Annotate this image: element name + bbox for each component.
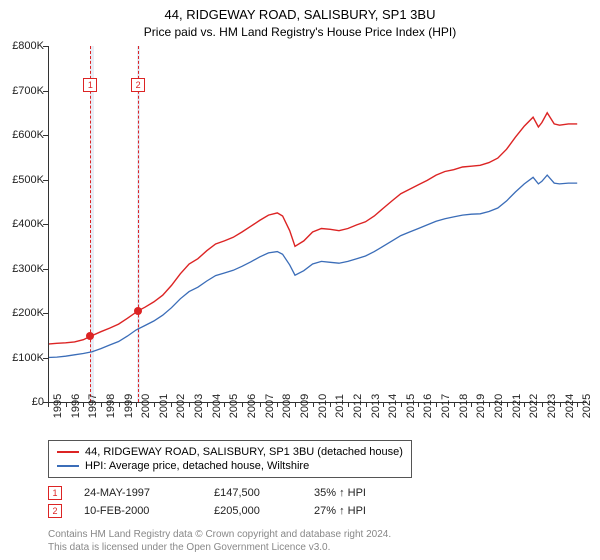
xtick-label: 2013 xyxy=(370,394,382,418)
xtick-label: 2006 xyxy=(246,394,258,418)
sales-row: 1 24-MAY-1997£147,50035% ↑ HPI xyxy=(48,484,404,502)
chart-title: 44, RIDGEWAY ROAD, SALISBURY, SP1 3BU xyxy=(0,0,600,24)
xtick-label: 2023 xyxy=(546,394,558,418)
sales-row-price: £205,000 xyxy=(214,505,314,517)
xtick-label: 2010 xyxy=(317,394,329,418)
xtick-label: 2001 xyxy=(158,394,170,418)
xtick-label: 2002 xyxy=(175,394,187,418)
xtick-mark xyxy=(136,402,137,407)
xtick-label: 2009 xyxy=(299,394,311,418)
xtick-label: 1999 xyxy=(123,394,135,418)
xtick-mark xyxy=(83,402,84,407)
xtick-label: 2022 xyxy=(528,394,540,418)
xtick-mark xyxy=(260,402,261,407)
xtick-mark xyxy=(48,402,49,407)
xtick-label: 2004 xyxy=(211,394,223,418)
chart-container: 44, RIDGEWAY ROAD, SALISBURY, SP1 3BU Pr… xyxy=(0,0,600,560)
ytick-label: £800K xyxy=(0,40,44,52)
xtick-mark xyxy=(418,402,419,407)
xtick-label: 2019 xyxy=(475,394,487,418)
sales-row-date: 24-MAY-1997 xyxy=(84,487,214,499)
xtick-mark xyxy=(154,402,155,407)
legend-row: HPI: Average price, detached house, Wilt… xyxy=(57,459,403,473)
xtick-mark xyxy=(454,402,455,407)
xtick-mark xyxy=(171,402,172,407)
plot-area xyxy=(48,46,587,403)
xtick-label: 2000 xyxy=(140,394,152,418)
ytick-label: £200K xyxy=(0,307,44,319)
xtick-label: 2024 xyxy=(564,394,576,418)
xtick-mark xyxy=(524,402,525,407)
xtick-label: 2008 xyxy=(281,394,293,418)
sales-row-marker: 2 xyxy=(48,504,62,518)
xtick-mark xyxy=(401,402,402,407)
xtick-mark xyxy=(277,402,278,407)
xtick-label: 2005 xyxy=(228,394,240,418)
xtick-label: 1995 xyxy=(52,394,64,418)
sales-table: 1 24-MAY-1997£147,50035% ↑ HPI 2 10-FEB-200… xyxy=(48,484,404,520)
xtick-mark xyxy=(66,402,67,407)
xtick-label: 2003 xyxy=(193,394,205,418)
ytick-label: £500K xyxy=(0,174,44,186)
sales-row-pct: 35% ↑ HPI xyxy=(314,487,404,499)
xtick-mark xyxy=(119,402,120,407)
xtick-label: 1998 xyxy=(105,394,117,418)
attribution-line2: This data is licensed under the Open Gov… xyxy=(48,541,391,554)
xtick-label: 2017 xyxy=(440,394,452,418)
xtick-mark xyxy=(542,402,543,407)
xtick-label: 2018 xyxy=(458,394,470,418)
xtick-label: 2014 xyxy=(387,394,399,418)
sales-row-pct: 27% ↑ HPI xyxy=(314,505,404,517)
xtick-mark xyxy=(207,402,208,407)
xtick-mark xyxy=(330,402,331,407)
xtick-label: 2016 xyxy=(422,394,434,418)
xtick-label: 2015 xyxy=(405,394,417,418)
xtick-mark xyxy=(366,402,367,407)
xtick-mark xyxy=(348,402,349,407)
xtick-mark xyxy=(436,402,437,407)
xtick-label: 1996 xyxy=(70,394,82,418)
legend-row: 44, RIDGEWAY ROAD, SALISBURY, SP1 3BU (d… xyxy=(57,445,403,459)
sales-row-marker: 1 xyxy=(48,486,62,500)
xtick-label: 2007 xyxy=(264,394,276,418)
legend-swatch xyxy=(57,465,79,467)
xtick-mark xyxy=(313,402,314,407)
ytick-label: £0 xyxy=(0,396,44,408)
xtick-mark xyxy=(101,402,102,407)
attribution-line1: Contains HM Land Registry data © Crown c… xyxy=(48,528,391,541)
xtick-mark xyxy=(295,402,296,407)
xtick-label: 2021 xyxy=(511,394,523,418)
sales-row-date: 10-FEB-2000 xyxy=(84,505,214,517)
legend-swatch xyxy=(57,451,79,453)
xtick-label: 2011 xyxy=(334,394,346,418)
xtick-mark xyxy=(507,402,508,407)
xtick-mark xyxy=(489,402,490,407)
xtick-label: 1997 xyxy=(87,394,99,418)
xtick-label: 2025 xyxy=(581,394,593,418)
ytick-label: £100K xyxy=(0,352,44,364)
xtick-mark xyxy=(224,402,225,407)
xtick-mark xyxy=(189,402,190,407)
xtick-label: 2020 xyxy=(493,394,505,418)
attribution: Contains HM Land Registry data © Crown c… xyxy=(48,528,391,554)
xtick-label: 2012 xyxy=(352,394,364,418)
ytick-label: £300K xyxy=(0,263,44,275)
sales-row: 2 10-FEB-2000£205,00027% ↑ HPI xyxy=(48,502,404,520)
chart-region: 12 £0£100K£200K£300K£400K£500K£600K£700K… xyxy=(48,46,586,402)
ytick-label: £600K xyxy=(0,129,44,141)
chart-subtitle: Price paid vs. HM Land Registry's House … xyxy=(0,24,600,39)
legend-label: HPI: Average price, detached house, Wilt… xyxy=(85,460,309,472)
ytick-label: £700K xyxy=(0,85,44,97)
xtick-mark xyxy=(471,402,472,407)
xtick-mark xyxy=(560,402,561,407)
xtick-mark xyxy=(242,402,243,407)
ytick-label: £400K xyxy=(0,218,44,230)
legend: 44, RIDGEWAY ROAD, SALISBURY, SP1 3BU (d… xyxy=(48,440,412,478)
xtick-mark xyxy=(383,402,384,407)
legend-label: 44, RIDGEWAY ROAD, SALISBURY, SP1 3BU (d… xyxy=(85,446,403,458)
xtick-mark xyxy=(577,402,578,407)
sales-row-price: £147,500 xyxy=(214,487,314,499)
